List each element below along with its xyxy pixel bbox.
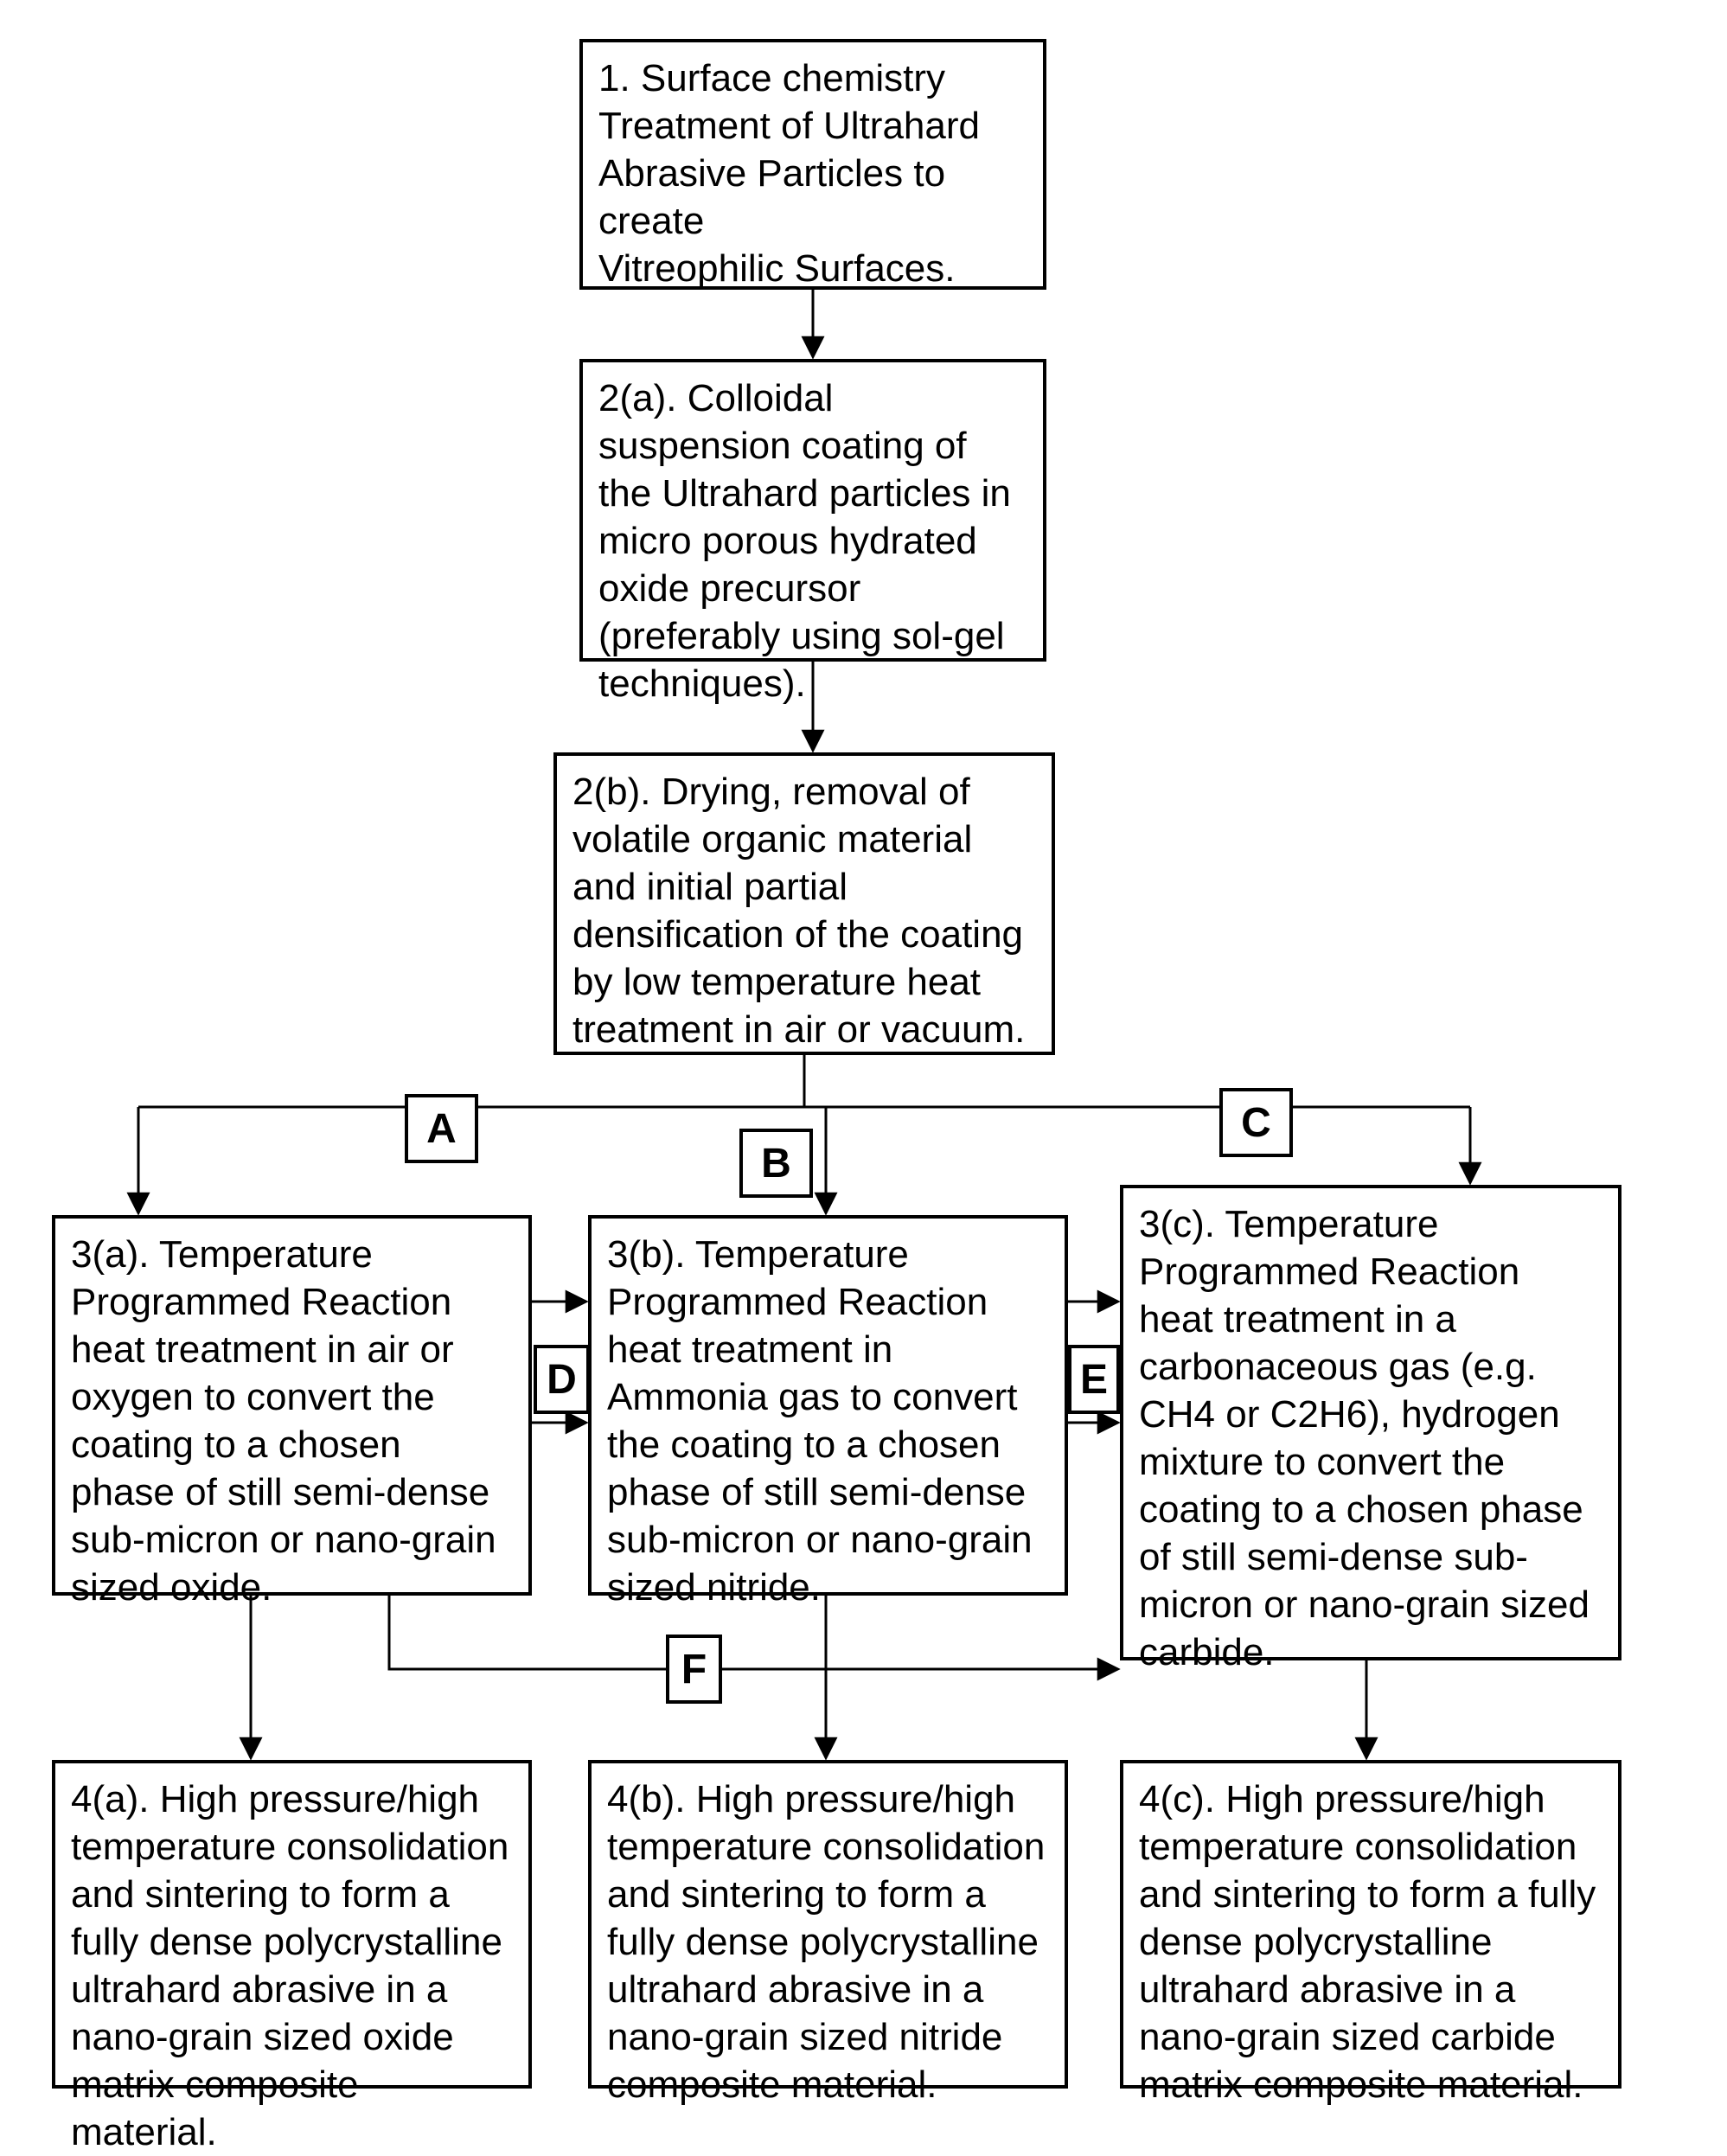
label-f: F	[666, 1635, 722, 1704]
node-2a: 2(a). Colloidal suspension coating of th…	[579, 359, 1046, 662]
node-3a: 3(a). Temperature Programmed Reaction he…	[52, 1215, 532, 1596]
label-a: A	[405, 1094, 478, 1163]
node-4c: 4(c). High pressure/high temperature con…	[1120, 1760, 1621, 2089]
label-b: B	[739, 1129, 813, 1198]
label-c: C	[1219, 1088, 1293, 1157]
node-1: 1. Surface chemistry Treatment of Ultrah…	[579, 39, 1046, 290]
node-2b: 2(b). Drying, removal of volatile organi…	[553, 752, 1055, 1055]
node-3c: 3(c). Temperature Programmed Reaction he…	[1120, 1185, 1621, 1660]
node-4a: 4(a). High pressure/high temperature con…	[52, 1760, 532, 2089]
label-d: D	[534, 1345, 590, 1414]
label-e: E	[1068, 1345, 1120, 1414]
node-4b: 4(b). High pressure/high temperature con…	[588, 1760, 1068, 2089]
node-3b: 3(b). Temperature Programmed Reaction he…	[588, 1215, 1068, 1596]
